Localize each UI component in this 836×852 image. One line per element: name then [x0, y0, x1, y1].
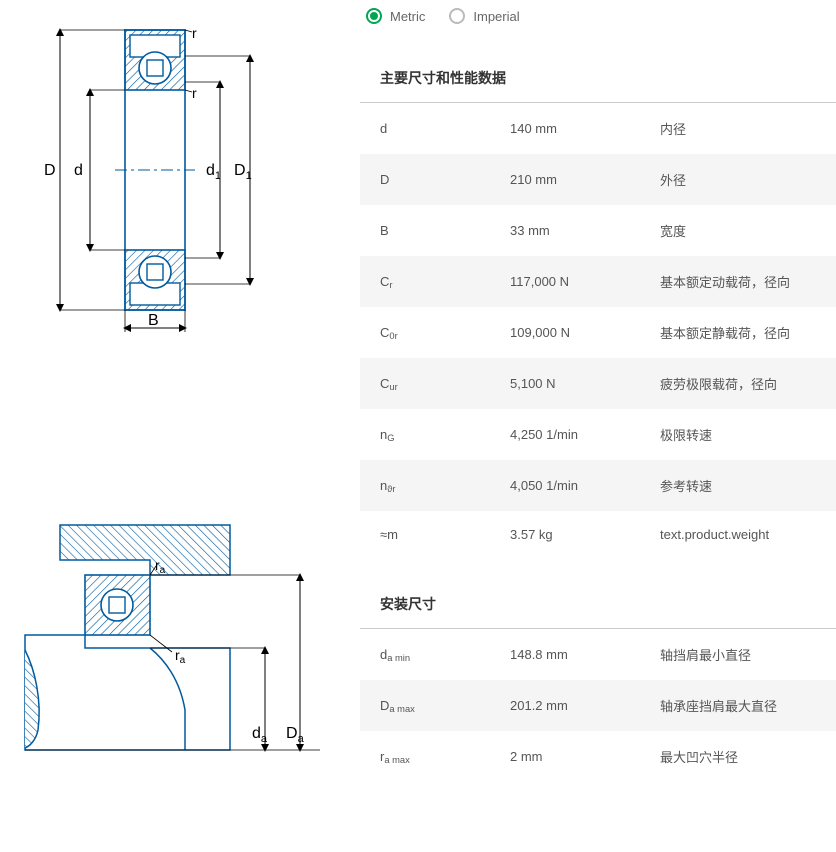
spec-symbol: D	[380, 172, 510, 187]
spec-row: nG4,250 1/min极限转速	[360, 409, 836, 460]
spec-value: 109,000 N	[510, 325, 660, 340]
svg-text:D1: D1	[234, 162, 252, 182]
spec-description: 极限转速	[660, 425, 816, 444]
spec-row: Cur5,100 N疲劳极限载荷，径向	[360, 358, 836, 409]
radio-metric[interactable]: Metric	[366, 8, 425, 24]
spec-value: 148.8 mm	[510, 647, 660, 662]
spec-description: 内径	[660, 119, 816, 138]
svg-text:d1: d1	[206, 162, 221, 182]
spec-symbol: nϑr	[380, 478, 510, 493]
spec-value: 140 mm	[510, 121, 660, 136]
radio-imperial[interactable]: Imperial	[449, 8, 519, 24]
dim-label-da: d	[252, 725, 261, 742]
dim-label-D1: D	[234, 162, 246, 179]
spec-description: 外径	[660, 170, 816, 189]
section-title: 安装尺寸	[360, 580, 836, 628]
unit-selector: Metric Imperial	[360, 8, 836, 24]
spec-row: Cr117,000 N基本额定动载荷，径向	[360, 256, 836, 307]
spec-row: C0r109,000 N基本额定静载荷，径向	[360, 307, 836, 358]
spec-description: 参考转速	[660, 476, 816, 495]
spec-symbol: B	[380, 223, 510, 238]
spec-row: Da max201.2 mm轴承座挡肩最大直径	[360, 680, 836, 731]
spec-row: nϑr4,050 1/min参考转速	[360, 460, 836, 511]
spec-row: da min148.8 mm轴挡肩最小直径	[360, 629, 836, 680]
spec-value: 201.2 mm	[510, 698, 660, 713]
spec-row: ≈m3.57 kgtext.product.weight	[360, 511, 836, 558]
spec-value: 210 mm	[510, 172, 660, 187]
spec-row: D210 mm外径	[360, 154, 836, 205]
dim-label-r-bot: r	[192, 85, 197, 101]
radio-label: Metric	[390, 9, 425, 24]
spec-row: B33 mm宽度	[360, 205, 836, 256]
spec-value: 3.57 kg	[510, 527, 660, 542]
spec-value: 4,050 1/min	[510, 478, 660, 493]
section-title: 主要尺寸和性能数据	[360, 54, 836, 102]
spec-symbol: d	[380, 121, 510, 136]
radio-label: Imperial	[473, 9, 519, 24]
radio-icon	[366, 8, 382, 24]
spec-row: d140 mm内径	[360, 103, 836, 154]
spec-description: 基本额定静载荷，径向	[660, 323, 816, 342]
spec-symbol: Da max	[380, 698, 510, 713]
spec-symbol: ≈m	[380, 527, 510, 542]
svg-text:da: da	[252, 725, 268, 745]
spec-symbol: Cur	[380, 376, 510, 391]
spec-symbol: C0r	[380, 325, 510, 340]
spec-value: 33 mm	[510, 223, 660, 238]
dim-label-B: B	[148, 312, 159, 329]
spec-description: 疲劳极限载荷，径向	[660, 374, 816, 393]
spec-symbol: ra max	[380, 749, 510, 764]
mounting-dimension-diagram: ra ra da Da	[20, 520, 320, 770]
spec-symbol: Cr	[380, 274, 510, 289]
bearing-cross-section-diagram: D d d1 D1 B r r	[20, 10, 270, 340]
dim-label-d1: d	[206, 162, 215, 179]
spec-symbol: nG	[380, 427, 510, 442]
spec-value: 2 mm	[510, 749, 660, 764]
spec-row: ra max2 mm最大凹穴半径	[360, 731, 836, 782]
spec-value: 4,250 1/min	[510, 427, 660, 442]
dim-label-D: D	[44, 162, 56, 179]
spec-description: 宽度	[660, 221, 816, 240]
dim-label-r-top: r	[192, 25, 197, 41]
dim-label-d: d	[74, 162, 83, 179]
spec-description: 最大凹穴半径	[660, 747, 816, 766]
spec-description: 轴承座挡肩最大直径	[660, 696, 816, 715]
spec-value: 5,100 N	[510, 376, 660, 391]
spec-value: 117,000 N	[510, 274, 660, 289]
svg-text:Da: Da	[286, 725, 305, 745]
spec-description: 轴挡肩最小直径	[660, 645, 816, 664]
dim-label-Da: D	[286, 725, 298, 742]
spec-description: 基本额定动载荷，径向	[660, 272, 816, 291]
spec-description: text.product.weight	[660, 527, 816, 542]
radio-icon	[449, 8, 465, 24]
spec-symbol: da min	[380, 647, 510, 662]
